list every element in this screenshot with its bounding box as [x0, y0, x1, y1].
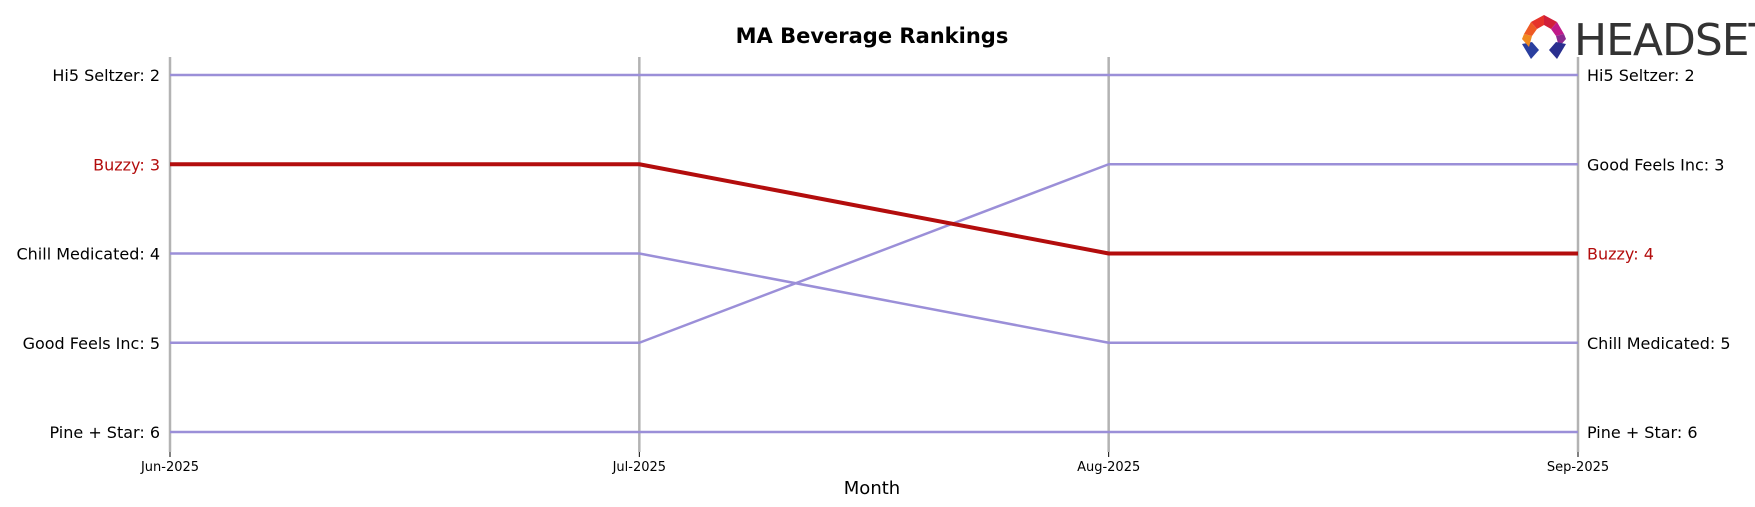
- chart-title: MA Beverage Rankings: [736, 24, 1009, 48]
- left-rank-labels: Hi5 Seltzer: 2 Buzzy: 3 Chill Medicated: 4…: [16, 66, 160, 442]
- series-line-3: [170, 163, 1578, 344]
- left-label-0: Hi5 Seltzer: 2: [52, 66, 160, 85]
- x-tick-label-0: Jun-2025: [140, 460, 199, 475]
- series-line-2: [170, 252, 1578, 344]
- right-label-4: Pine + Star: 6: [1587, 423, 1698, 442]
- x-tick-label-1: Jul-2025: [612, 460, 666, 475]
- right-label-2: Chill Medicated: 5: [1587, 334, 1731, 353]
- left-label-4: Pine + Star: 6: [50, 423, 161, 442]
- x-tick-label-3: Sep-2025: [1547, 460, 1609, 475]
- right-label-3: Good Feels Inc: 3: [1587, 155, 1724, 174]
- left-label-1: Buzzy: 3: [93, 155, 160, 174]
- right-label-1: Buzzy: 4: [1587, 245, 1654, 264]
- left-label-2: Chill Medicated: 4: [16, 245, 160, 264]
- x-tick-label-2: Aug-2025: [1077, 460, 1140, 475]
- series-line-1: [170, 162, 1578, 256]
- x-axis-label: Month: [844, 478, 900, 499]
- headset-logo-text: HEADSET: [1574, 15, 1755, 66]
- right-label-0: Hi5 Seltzer: 2: [1587, 66, 1695, 85]
- series-lines: [170, 73, 1578, 434]
- headset-logo-icon: [1522, 15, 1566, 59]
- right-rank-labels: Hi5 Seltzer: 2 Buzzy: 4 Chill Medicated: 5…: [1587, 66, 1731, 442]
- left-label-3: Good Feels Inc: 5: [23, 334, 160, 353]
- x-tick-labels: Jun-2025 Jul-2025 Aug-2025 Sep-2025: [140, 452, 1609, 475]
- headset-logo: HEADSET: [1522, 15, 1755, 66]
